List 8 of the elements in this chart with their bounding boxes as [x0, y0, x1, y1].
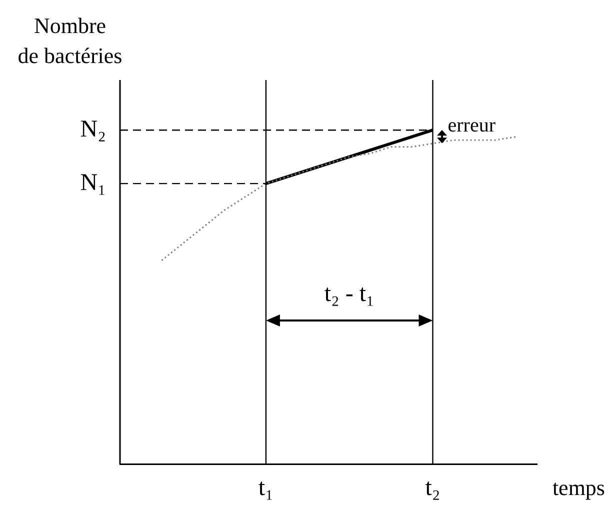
y-axis-title: Nombre de bactéries — [18, 12, 122, 68]
x-axis-title: temps — [552, 474, 605, 500]
ref-line-label: N₂ — [80, 116, 106, 142]
annotation: erreur — [448, 114, 496, 136]
ref-line-label: N₁ — [80, 170, 106, 196]
x-tick-label: t₂ — [425, 474, 440, 501]
x-tick-label: t₁ — [258, 474, 274, 501]
annotation: t₂ - t₁ — [324, 280, 374, 307]
